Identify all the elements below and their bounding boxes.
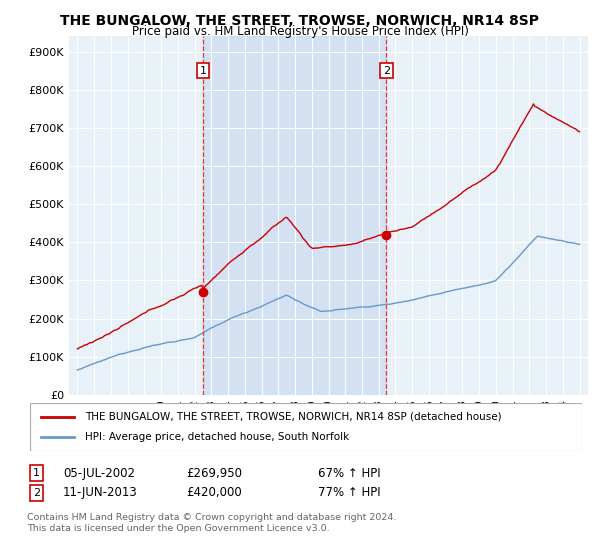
Text: THE BUNGALOW, THE STREET, TROWSE, NORWICH, NR14 8SP (detached house): THE BUNGALOW, THE STREET, TROWSE, NORWIC… <box>85 412 502 422</box>
Text: 11-JUN-2013: 11-JUN-2013 <box>63 486 138 500</box>
Text: This data is licensed under the Open Government Licence v3.0.: This data is licensed under the Open Gov… <box>27 524 329 533</box>
Text: 2: 2 <box>383 66 390 76</box>
Text: Contains HM Land Registry data © Crown copyright and database right 2024.: Contains HM Land Registry data © Crown c… <box>27 513 397 522</box>
Text: 67% ↑ HPI: 67% ↑ HPI <box>318 466 380 480</box>
Text: 1: 1 <box>33 468 40 478</box>
Text: £269,950: £269,950 <box>186 466 242 480</box>
Bar <box>203 36 386 395</box>
Text: HPI: Average price, detached house, South Norfolk: HPI: Average price, detached house, Sout… <box>85 432 349 442</box>
Text: 05-JUL-2002: 05-JUL-2002 <box>63 466 135 480</box>
Text: 77% ↑ HPI: 77% ↑ HPI <box>318 486 380 500</box>
Text: THE BUNGALOW, THE STREET, TROWSE, NORWICH, NR14 8SP: THE BUNGALOW, THE STREET, TROWSE, NORWIC… <box>61 14 539 28</box>
Text: £420,000: £420,000 <box>186 486 242 500</box>
Text: 1: 1 <box>199 66 206 76</box>
FancyBboxPatch shape <box>30 403 582 451</box>
Text: 2: 2 <box>33 488 40 498</box>
Text: Price paid vs. HM Land Registry's House Price Index (HPI): Price paid vs. HM Land Registry's House … <box>131 25 469 38</box>
